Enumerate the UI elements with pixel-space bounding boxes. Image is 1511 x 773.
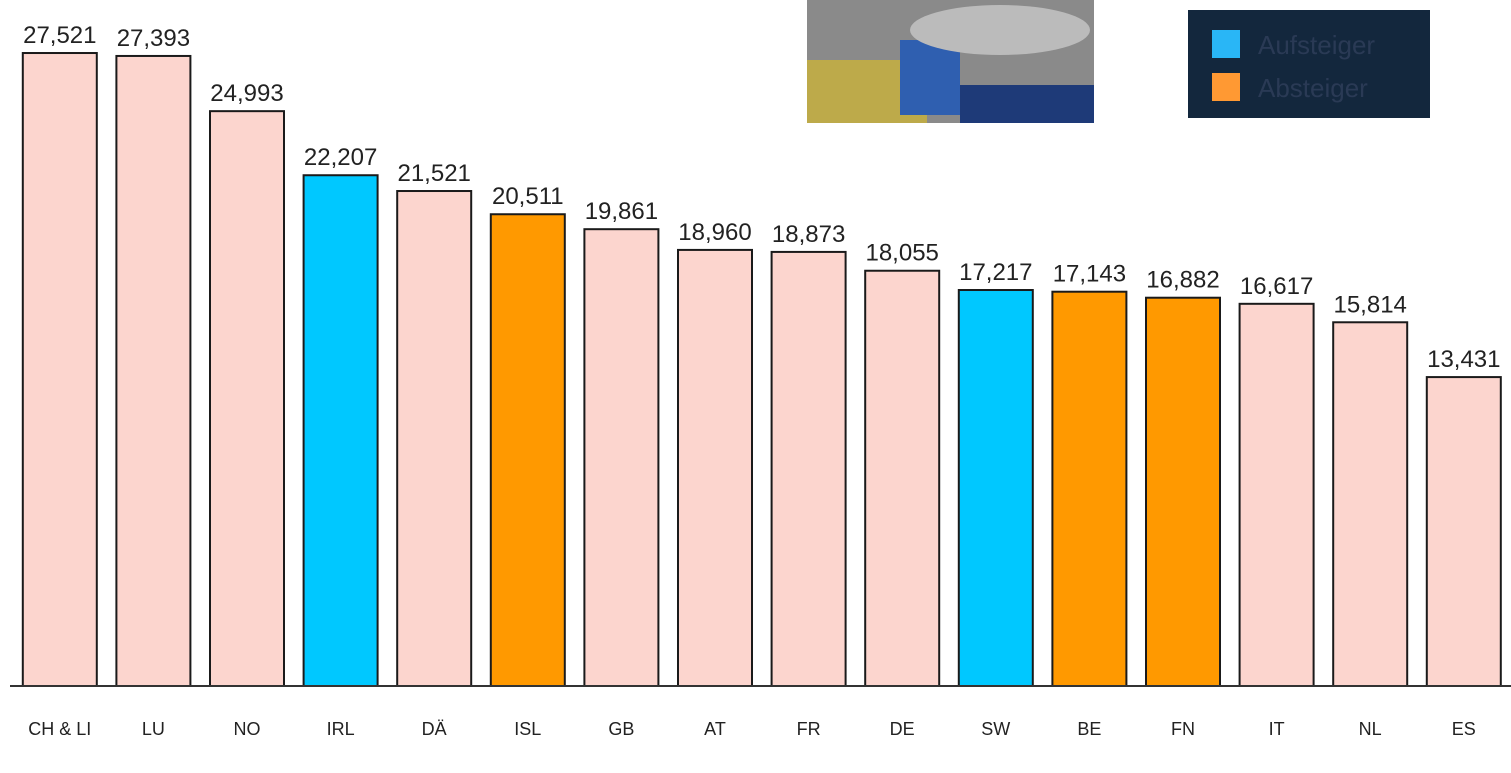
value-label: 18,960 bbox=[678, 219, 751, 246]
bar bbox=[23, 53, 97, 686]
value-label: 24,993 bbox=[210, 80, 283, 107]
value-label: 16,882 bbox=[1146, 267, 1219, 294]
x-tick-label: AT bbox=[680, 716, 750, 742]
value-label: 20,511 bbox=[492, 183, 564, 210]
value-label: 27,521 bbox=[23, 22, 96, 49]
bar bbox=[1240, 304, 1314, 686]
value-label: 17,217 bbox=[959, 259, 1032, 286]
bar bbox=[1146, 298, 1220, 686]
x-tick-label: DÄ bbox=[399, 716, 469, 742]
bar bbox=[304, 175, 378, 686]
bar bbox=[397, 191, 471, 686]
value-label: 15,814 bbox=[1333, 291, 1406, 318]
x-tick-label: CH & LI bbox=[25, 716, 95, 742]
x-tick-label: GB bbox=[586, 716, 656, 742]
x-tick-label: IT bbox=[1242, 716, 1312, 742]
chart-svg: 27,521 27,393 24,993 22,207 21,521 20,511 19,8… bbox=[0, 0, 1511, 773]
legend-label: Aufsteiger bbox=[1258, 30, 1375, 60]
x-tick-label: ISL bbox=[493, 716, 563, 742]
value-label: 18,055 bbox=[865, 240, 938, 267]
x-tick-label: SW bbox=[961, 716, 1031, 742]
bar bbox=[210, 111, 284, 686]
bar bbox=[1333, 322, 1407, 686]
bar bbox=[1427, 377, 1501, 686]
x-tick-label: FN bbox=[1148, 716, 1218, 742]
legend-swatch bbox=[1212, 30, 1240, 58]
bar bbox=[584, 229, 658, 686]
bar bbox=[116, 56, 190, 686]
value-label: 16,617 bbox=[1240, 273, 1313, 300]
x-tick-label: NL bbox=[1335, 716, 1405, 742]
bar bbox=[772, 252, 846, 686]
x-tick-label: BE bbox=[1054, 716, 1124, 742]
value-label: 17,143 bbox=[1053, 261, 1126, 288]
bar bbox=[491, 214, 565, 686]
bar bbox=[959, 290, 1033, 686]
x-tick-label: DE bbox=[867, 716, 937, 742]
x-tick-label: LU bbox=[118, 716, 188, 742]
x-tick-label: ES bbox=[1429, 716, 1499, 742]
value-label: 13,431 bbox=[1427, 346, 1500, 373]
value-label: 19,861 bbox=[585, 198, 658, 225]
value-label: 18,873 bbox=[772, 221, 845, 248]
legend-swatch bbox=[1212, 73, 1240, 101]
value-label: 27,393 bbox=[117, 25, 190, 52]
x-tick-label: NO bbox=[212, 716, 282, 742]
bar bbox=[678, 250, 752, 686]
photo bbox=[807, 0, 1094, 123]
x-tick-label: FR bbox=[774, 716, 844, 742]
x-tick-label: IRL bbox=[306, 716, 376, 742]
bar bbox=[1052, 292, 1126, 686]
value-label: 22,207 bbox=[304, 144, 377, 171]
value-label: 21,521 bbox=[397, 160, 470, 187]
bar bbox=[865, 271, 939, 686]
legend-label: Absteiger bbox=[1258, 73, 1368, 103]
chart: 27,521 27,393 24,993 22,207 21,521 20,511 19,8… bbox=[0, 0, 1511, 773]
